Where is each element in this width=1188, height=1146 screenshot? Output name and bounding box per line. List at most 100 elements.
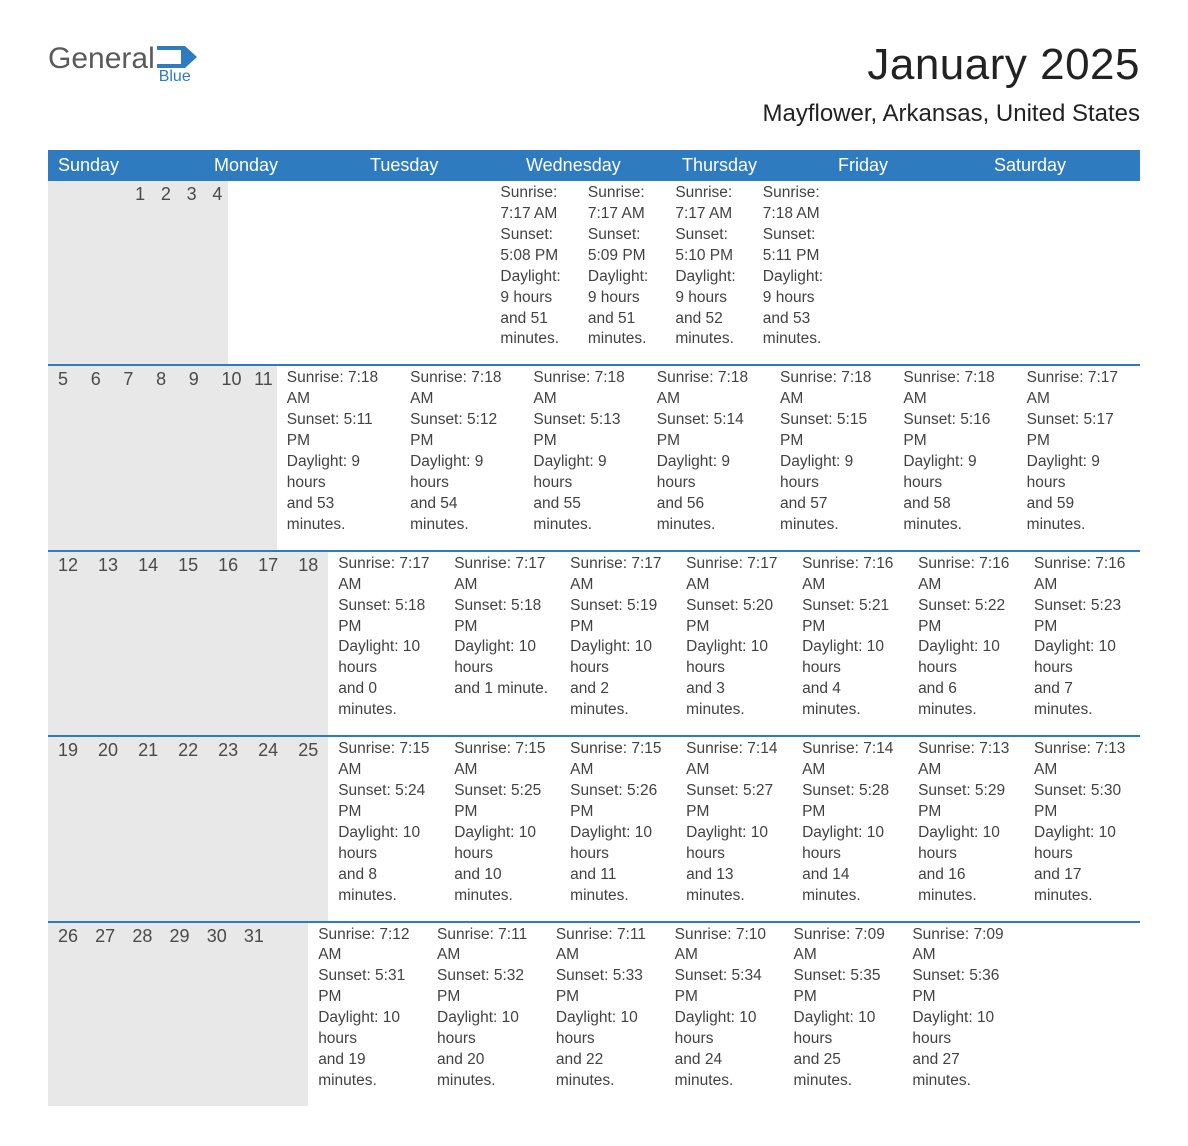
day-sunset: Sunset: 5:18 PM: [338, 596, 434, 638]
day-sunset: Sunset: 5:23 PM: [1034, 596, 1130, 638]
day-sunrise: Sunrise: 7:17 AM: [675, 183, 742, 225]
day-cell: Sunrise: 7:13 AMSunset: 5:30 PMDaylight:…: [1024, 737, 1140, 920]
day-number: 5: [48, 366, 81, 549]
day-number: 27: [85, 923, 122, 1106]
day-sunset: Sunset: 5:10 PM: [675, 225, 742, 267]
day-sunset: Sunset: 5:11 PM: [763, 225, 830, 267]
day-sunset: Sunset: 5:28 PM: [802, 781, 898, 823]
weekday-saturday: Saturday: [984, 150, 1140, 181]
day-cell: Sunrise: 7:16 AMSunset: 5:21 PMDaylight:…: [792, 552, 908, 735]
day-day1: Daylight: 10 hours: [1034, 823, 1130, 865]
day-day1: Daylight: 10 hours: [556, 1008, 655, 1050]
day-sunset: Sunset: 5:17 PM: [1027, 410, 1130, 452]
day-day1: Daylight: 10 hours: [318, 1008, 417, 1050]
weekday-header: Sunday Monday Tuesday Wednesday Thursday…: [48, 150, 1140, 181]
day-day2: and 0 minutes.: [338, 679, 434, 721]
day-sunset: Sunset: 5:14 PM: [657, 410, 760, 452]
day-number: 14: [128, 552, 168, 735]
day-sunset: Sunset: 5:08 PM: [500, 225, 567, 267]
day-sunset: Sunset: 5:31 PM: [318, 966, 417, 1008]
day-cell: Sunrise: 7:16 AMSunset: 5:22 PMDaylight:…: [908, 552, 1024, 735]
day-number: 12: [48, 552, 88, 735]
day-cell: [228, 181, 315, 364]
day-sunset: Sunset: 5:36 PM: [912, 966, 1011, 1008]
day-day2: and 13 minutes.: [686, 865, 782, 907]
day-cell: Sunrise: 7:14 AMSunset: 5:27 PMDaylight:…: [676, 737, 792, 920]
day-day2: and 20 minutes.: [437, 1050, 536, 1092]
day-day1: Daylight: 9 hours: [410, 452, 513, 494]
day-sunrise: Sunrise: 7:16 AM: [1034, 554, 1130, 596]
day-number-row: 19202122232425: [48, 737, 328, 920]
day-number-row: 567891011: [48, 366, 277, 549]
day-sunrise: Sunrise: 7:16 AM: [918, 554, 1014, 596]
day-day1: Daylight: 10 hours: [918, 823, 1014, 865]
day-cell: Sunrise: 7:15 AMSunset: 5:24 PMDaylight:…: [328, 737, 444, 920]
day-sunrise: Sunrise: 7:14 AM: [686, 739, 782, 781]
calendar-week: 567891011Sunrise: 7:18 AMSunset: 5:11 PM…: [48, 364, 1140, 549]
day-day1: Daylight: 10 hours: [802, 823, 898, 865]
day-day2: and 58 minutes.: [903, 494, 1006, 536]
day-day2: and 24 minutes.: [675, 1050, 774, 1092]
day-day1: Daylight: 10 hours: [686, 637, 782, 679]
day-number: 25: [288, 737, 328, 920]
day-number: 21: [128, 737, 168, 920]
day-cell: Sunrise: 7:18 AMSunset: 5:14 PMDaylight:…: [647, 366, 770, 549]
day-sunrise: Sunrise: 7:15 AM: [338, 739, 434, 781]
day-cell: Sunrise: 7:18 AMSunset: 5:13 PMDaylight:…: [523, 366, 646, 549]
day-day1: Daylight: 9 hours: [657, 452, 760, 494]
calendar-week: 12131415161718 Sunrise: 7:17 AM Sunset: 5:…: [48, 550, 1140, 735]
day-day2: and 56 minutes.: [657, 494, 760, 536]
day-day2: and 4 minutes.: [802, 679, 898, 721]
day-sunrise: Sunrise: 7:18 AM: [903, 368, 1006, 410]
day-cell: Sunrise: 7:17 AMSunset: 5:10 PMDaylight:…: [665, 181, 752, 364]
day-day1: Daylight: 10 hours: [794, 1008, 893, 1050]
weekday-monday: Monday: [204, 150, 360, 181]
day-sunset: Sunset: 5:21 PM: [802, 596, 898, 638]
day-sunrise: Sunrise: 7:18 AM: [410, 368, 513, 410]
day-sunset: Sunset: 5:25 PM: [454, 781, 550, 823]
day-cell: [403, 181, 490, 364]
day-day2: and 25 minutes.: [794, 1050, 893, 1092]
day-body-row: Sunrise: 7:17 AM Sunset: 5:18 PM Daylight:…: [328, 552, 1140, 735]
day-day2: and 8 minutes.: [338, 865, 434, 907]
day-day2: and 57 minutes.: [780, 494, 883, 536]
day-cell: Sunrise: 7:11 AMSunset: 5:33 PMDaylight:…: [546, 923, 665, 1106]
day-sunrise: Sunrise: 7:18 AM: [287, 368, 390, 410]
weekday-sunday: Sunday: [48, 150, 204, 181]
day-sunrise: Sunrise: 7:12 AM: [318, 925, 417, 967]
day-day2: and 2 minutes.: [570, 679, 666, 721]
day-day2: and 51 minutes.: [500, 309, 567, 351]
day-cell: Sunrise: 7:16 AMSunset: 5:23 PMDaylight:…: [1024, 552, 1140, 735]
day-number: 22: [168, 737, 208, 920]
day-sunrise: Sunrise: 7:17 AM: [570, 554, 666, 596]
day-sunrise: Sunrise: 7:17 AM: [500, 183, 567, 225]
day-sunrise: Sunrise: 7:16 AM: [802, 554, 898, 596]
day-day1: Daylight: 9 hours: [287, 452, 390, 494]
calendar-week: 1234Sunrise: 7:17 AMSunset: 5:08 PMDayli…: [48, 181, 1140, 364]
day-number: [74, 181, 100, 364]
day-day2: and 7 minutes.: [1034, 679, 1130, 721]
location-subtitle: Mayflower, Arkansas, United States: [762, 100, 1140, 128]
day-day2: and 22 minutes.: [556, 1050, 655, 1092]
day-number-row: 12131415161718: [48, 552, 328, 735]
day-day2: and 16 minutes.: [918, 865, 1014, 907]
day-sunset: Sunset: 5:33 PM: [556, 966, 655, 1008]
day-sunrise: Sunrise: 7:11 AM: [556, 925, 655, 967]
day-cell: [316, 181, 403, 364]
day-body-row: Sunrise: 7:15 AMSunset: 5:24 PMDaylight:…: [328, 737, 1140, 920]
day-day2: and 51 minutes.: [588, 309, 655, 351]
day-sunrise: Sunrise: 7:09 AM: [912, 925, 1011, 967]
day-number: 28: [122, 923, 159, 1106]
day-number: 18: [288, 552, 328, 735]
day-sunset: Sunset: 5:18 PM: [454, 596, 550, 638]
day-day1: Daylight: 9 hours: [588, 267, 655, 309]
day-sunrise: Sunrise: 7:13 AM: [1034, 739, 1130, 781]
day-day1: Daylight: 10 hours: [570, 823, 666, 865]
day-sunset: Sunset: 5:12 PM: [410, 410, 513, 452]
header: General Blue January 2025 Mayflower, Ark…: [48, 40, 1140, 146]
day-sunrise: Sunrise: 7:18 AM: [763, 183, 830, 225]
day-sunset: Sunset: 5:11 PM: [287, 410, 390, 452]
day-sunset: Sunset: 5:34 PM: [675, 966, 774, 1008]
day-day1: Daylight: 10 hours: [686, 823, 782, 865]
day-sunrise: Sunrise: 7:14 AM: [802, 739, 898, 781]
